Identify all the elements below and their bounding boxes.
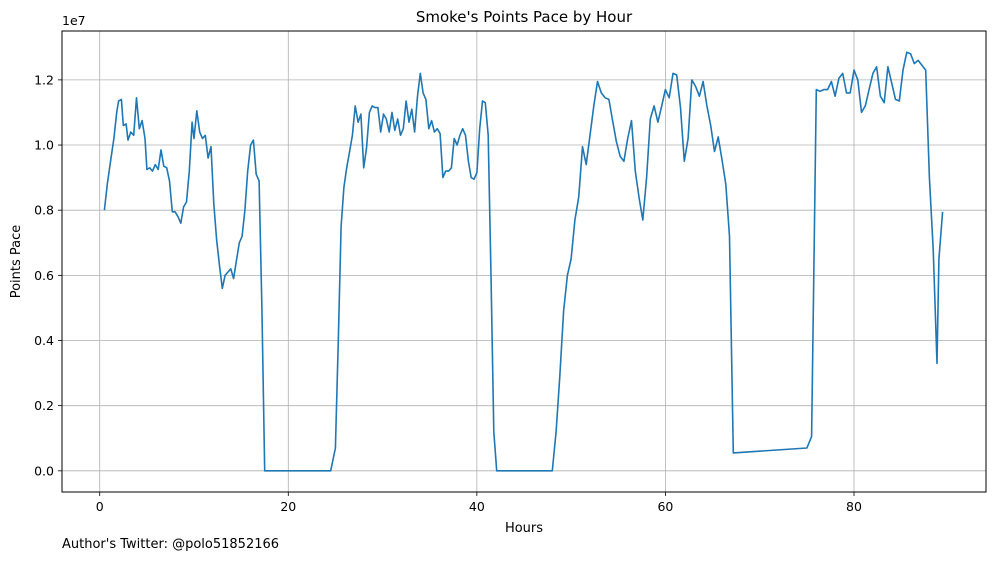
y-tick-label: 1.2: [34, 72, 54, 87]
y-tick-label: 0.6: [34, 268, 54, 283]
x-tick-label: 60: [657, 499, 673, 514]
y-axis: 0.0 0.2 0.4 0.6 0.8 1.0 1.2: [34, 72, 62, 478]
y-tick-label: 0.4: [34, 333, 54, 348]
author-credit: Author's Twitter: @polo51852166: [62, 537, 280, 552]
y-tick-label: 0.2: [34, 398, 54, 413]
series-line: [103, 51, 944, 472]
y-tick-label: 1.0: [34, 138, 54, 153]
x-tick-label: 0: [96, 499, 104, 514]
x-tick-label: 80: [846, 499, 862, 514]
x-tick-label: 20: [280, 499, 296, 514]
chart-title: Smoke's Points Pace by Hour: [416, 8, 633, 26]
y-axis-label: Points Pace: [9, 225, 24, 299]
y-tick-label: 0.0: [34, 463, 54, 478]
y-tick-label: 0.8: [34, 203, 54, 218]
series-group: [103, 51, 944, 472]
x-axis-label: Hours: [505, 521, 543, 536]
plot-frame: [61, 30, 987, 493]
x-tick-label: 40: [469, 499, 485, 514]
grid-lines: [62, 31, 986, 492]
y-offset-label: 1e7: [62, 13, 86, 28]
x-axis: 0 20 40 60 80: [96, 492, 862, 514]
